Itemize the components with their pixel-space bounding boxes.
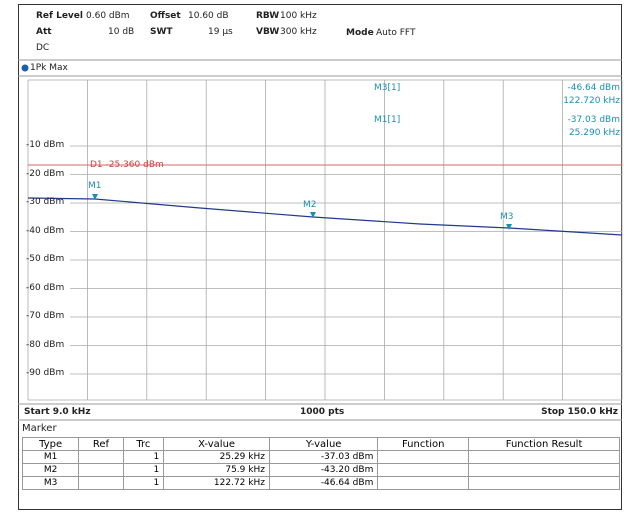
cell: M3 xyxy=(21,476,80,490)
cell: 1 xyxy=(122,450,165,464)
grid xyxy=(27,79,623,401)
cell: -37.03 dBm xyxy=(268,450,379,464)
coupling: DC xyxy=(36,43,50,53)
cell: -46.64 dBm xyxy=(268,476,379,490)
y-label: -60 dBm xyxy=(26,282,65,293)
stop-freq: Stop 150.0 kHz xyxy=(541,407,618,417)
display-line-label: D1 -25.360 dBm xyxy=(90,160,164,170)
trace-label: 1Pk Max xyxy=(30,63,68,73)
value: 300 kHz xyxy=(280,27,317,37)
column-header: Function xyxy=(377,437,470,451)
readout-y: -46.64 dBm xyxy=(567,83,620,93)
frame xyxy=(18,4,622,510)
value: 10.60 dB xyxy=(188,11,229,21)
column-header: Function Result xyxy=(468,437,620,451)
cell xyxy=(78,463,124,477)
cell: M2 xyxy=(21,463,80,477)
cell xyxy=(377,463,470,477)
y-label: -70 dBm xyxy=(26,311,65,321)
cell: 1 xyxy=(122,476,165,490)
label: Att xyxy=(36,27,52,37)
value: 0.60 dBm xyxy=(86,11,130,21)
marker-label: M2 xyxy=(303,200,317,210)
column-header: X-value xyxy=(163,437,270,451)
column-header: Y-value xyxy=(268,437,379,451)
marker-triangle xyxy=(506,224,512,230)
start-freq: Start 9.0 kHz xyxy=(24,407,91,417)
readout-name: M3[1] xyxy=(374,83,401,93)
y-label: -80 dBm xyxy=(26,339,65,350)
cell: 122.72 kHz xyxy=(163,476,270,490)
marker-label: M1 xyxy=(88,181,102,191)
cell: 25.29 kHz xyxy=(163,450,270,464)
cell xyxy=(377,450,470,464)
readout-x: 25.290 kHz xyxy=(568,128,620,138)
y-label: -10 dBm xyxy=(26,140,65,150)
value: 10 dB xyxy=(108,27,135,37)
column-header: Type xyxy=(21,437,80,451)
marker-triangle xyxy=(310,212,316,218)
marker-triangle xyxy=(92,194,98,200)
column-header: Ref xyxy=(78,437,124,451)
cell: 1 xyxy=(122,463,165,477)
cell: -43.20 dBm xyxy=(268,463,379,477)
table-title: Marker xyxy=(22,423,57,434)
cell xyxy=(78,476,124,490)
y-label: -30 dBm xyxy=(26,197,65,207)
readout-x: 122.720 kHz xyxy=(563,96,620,106)
value: 100 kHz xyxy=(280,11,317,21)
marker-table: Type Ref Trc X-value Y-value Function Function… xyxy=(21,437,620,490)
cell xyxy=(377,476,470,490)
cell: 75.9 kHz xyxy=(163,463,270,477)
label: Ref Level xyxy=(36,11,83,21)
y-label: -90 dBm xyxy=(26,368,65,378)
label: Mode xyxy=(346,28,374,38)
y-label: -20 dBm xyxy=(26,168,65,179)
label: VBW xyxy=(256,27,280,37)
y-label: -50 dBm xyxy=(26,254,65,264)
cell xyxy=(78,450,124,464)
readout-y: -37.03 dBm xyxy=(567,115,620,125)
trace-dot xyxy=(21,64,29,72)
label: RBW xyxy=(256,11,280,21)
label: SWT xyxy=(150,27,173,37)
value: 19 µs xyxy=(208,27,233,37)
cell: M1 xyxy=(21,450,80,464)
y-label: -40 dBm xyxy=(26,225,65,236)
points: 1000 pts xyxy=(300,407,345,417)
cell xyxy=(468,476,620,490)
readout-name: M1[1] xyxy=(374,115,401,125)
label: Offset xyxy=(150,11,181,21)
cell xyxy=(468,450,620,464)
value: Auto FFT xyxy=(376,28,416,38)
cell xyxy=(468,463,620,477)
marker-label: M3 xyxy=(500,212,514,222)
column-header: Trc xyxy=(122,437,165,451)
